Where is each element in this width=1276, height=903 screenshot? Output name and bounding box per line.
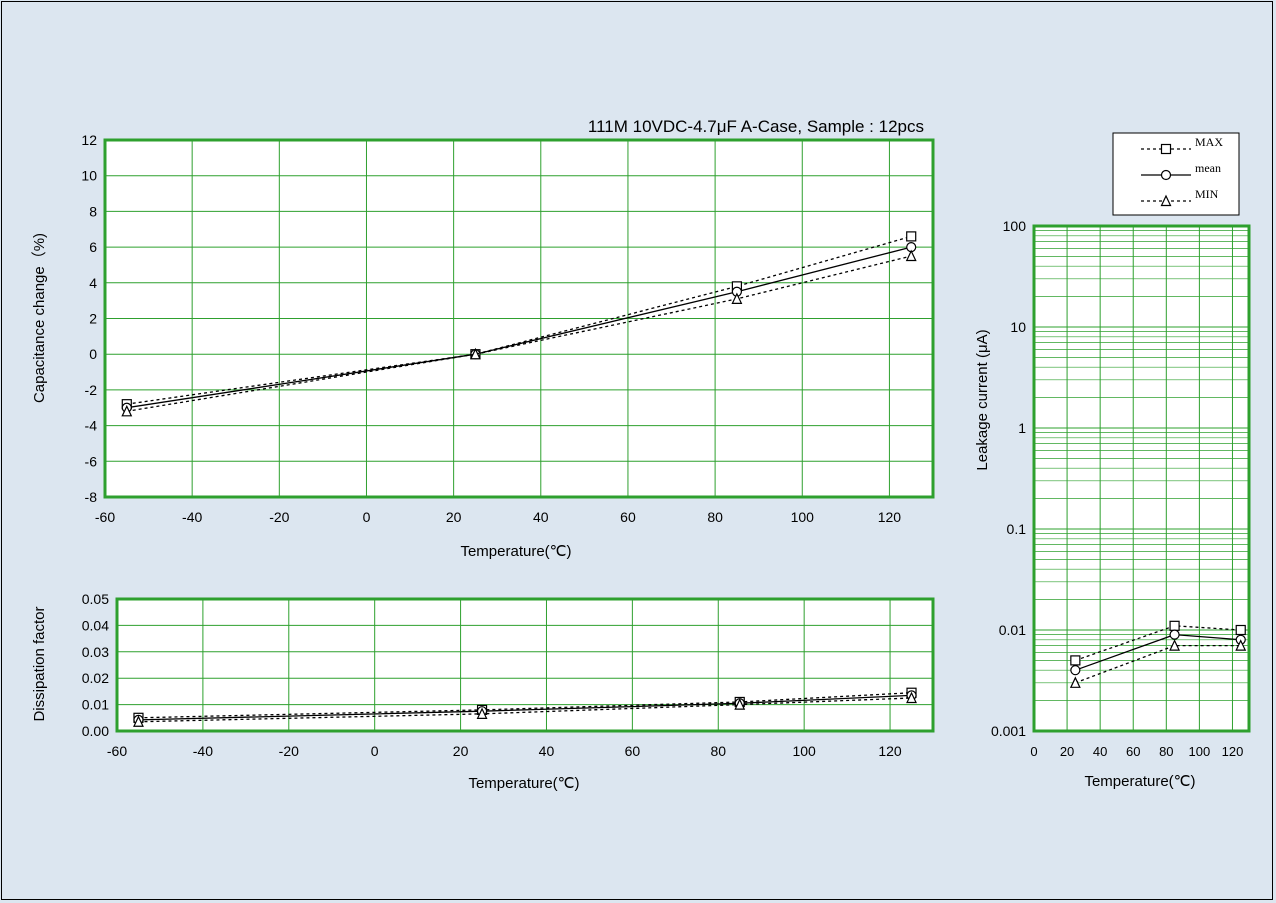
- capacitance-series-min-point: [905, 249, 917, 262]
- capacitance-plot-border: [103, 138, 935, 499]
- dissipation-x-tick-label: 100: [792, 743, 816, 759]
- leakage-series-max-point: [1235, 624, 1246, 636]
- dissipation-series-min-point: [906, 691, 917, 704]
- leakage-y-tick-label: 10: [1010, 319, 1026, 335]
- dissipation-x-tick-label: -60: [107, 743, 127, 759]
- capacitance-x-tick-label: 100: [791, 509, 815, 525]
- leakage-series-max-point: [1070, 655, 1081, 666]
- capacitance-x-tick-label: 120: [878, 509, 902, 525]
- capacitance-y-tick-label: 6: [89, 239, 97, 255]
- capacitance-y-tick-label: 4: [89, 275, 97, 291]
- chart-title: 111M 10VDC-4.7μF A-Case, Sample : 12pcs: [588, 117, 924, 136]
- dissipation-series-min-point: [133, 715, 144, 727]
- leakage-y-tick-label: 0.01: [999, 622, 1026, 638]
- legend-mean-marker: [1160, 169, 1172, 181]
- leakage-x-tick-label: 0: [1030, 744, 1037, 759]
- dissipation-x-tick-label: -20: [279, 743, 299, 759]
- dissipation-y-tick-label: 0.05: [82, 591, 109, 607]
- capacitance-x-axis-label: Temperature(℃): [460, 543, 571, 560]
- capacitance-x-tick-label: 80: [707, 509, 723, 525]
- dissipation-x-tick-label: 120: [878, 743, 902, 759]
- capacitance-chart: 111M 10VDC-4.7μF A-Case, Sample : 12pcs …: [31, 117, 935, 560]
- dissipation-y-axis-label: Dissipation factor: [31, 606, 48, 721]
- capacitance-series-min-point: [469, 347, 481, 360]
- capacitance-x-tick-label: -60: [95, 509, 115, 525]
- leakage-chart: Temperature(℃) Leakage current (μA) 0 20 4…: [974, 218, 1251, 790]
- dissipation-x-tick-label: 80: [710, 743, 726, 759]
- dissipation-series-min-point: [476, 707, 488, 719]
- legend-box: [1112, 132, 1240, 216]
- capacitance-series-mean-line: [126, 246, 912, 409]
- dissipation-plot-area: [117, 599, 933, 731]
- leakage-series-mean-point: [1169, 629, 1180, 640]
- dissipation-x-tick-label: -40: [193, 743, 213, 759]
- capacitance-x-tick-label: 40: [533, 509, 549, 525]
- leakage-x-tick-label: 60: [1126, 744, 1140, 759]
- dissipation-x-axis-label: Temperature(℃): [468, 775, 579, 792]
- legend-min-marker: [1160, 194, 1172, 207]
- capacitance-x-tick-label: -20: [269, 509, 289, 525]
- capacitance-x-tick-label: 0: [363, 509, 371, 525]
- leakage-series-min-point: [1069, 676, 1081, 688]
- leakage-x-tick-label: 20: [1060, 744, 1074, 759]
- capacitance-x-tick-label: 60: [620, 509, 636, 525]
- dissipation-plot-border: [115, 597, 935, 733]
- capacitance-series-max-point: [906, 231, 917, 242]
- capacitance-y-tick-label: -4: [85, 418, 98, 434]
- capacitance-y-tick-label: 10: [81, 168, 97, 184]
- leakage-y-tick-label: 0.1: [1007, 521, 1027, 537]
- capacitance-y-tick-label: 2: [89, 311, 97, 327]
- leakage-series-min-point: [1235, 639, 1247, 651]
- legend-max-label: MAX: [1195, 135, 1223, 149]
- dissipation-x-tick-label: 60: [625, 743, 641, 759]
- dissipation-y-tick-label: 0.04: [82, 617, 109, 633]
- legend-min-label: MIN: [1195, 187, 1219, 201]
- capacitance-x-tick-label: -40: [182, 509, 202, 525]
- leakage-plot-border: [1032, 224, 1251, 733]
- leakage-y-tick-label: 100: [1003, 218, 1027, 234]
- capacitance-y-tick-label: -2: [85, 382, 98, 398]
- capacitance-y-tick-label: 8: [89, 203, 97, 219]
- legend-mean-label: mean: [1195, 161, 1221, 175]
- capacitance-y-tick-label: -6: [85, 453, 98, 469]
- dissipation-x-tick-label: 20: [453, 743, 469, 759]
- leakage-series-min-line: [1075, 644, 1241, 684]
- capacitance-y-tick-label: -8: [85, 489, 98, 505]
- leakage-series-min-point: [1169, 639, 1181, 651]
- capacitance-y-axis-label: Capacitance change（%): [31, 233, 48, 403]
- leakage-y-tick-label: 0.001: [991, 723, 1026, 739]
- leakage-y-axis-label: Leakage current (μA): [974, 329, 991, 470]
- dissipation-y-tick-label: 0.00: [82, 723, 109, 739]
- leakage-x-tick-label: 80: [1159, 744, 1173, 759]
- capacitance-series-max-line: [126, 235, 912, 405]
- legend: MAX mean MIN: [1112, 132, 1240, 216]
- legend-max-marker: [1160, 143, 1172, 155]
- capacitance-series-min-point: [121, 404, 133, 417]
- leakage-x-tick-label: 40: [1093, 744, 1107, 759]
- dissipation-x-tick-label: 0: [371, 743, 379, 759]
- leakage-series-max-point: [1169, 620, 1180, 631]
- dissipation-x-tick-label: 40: [539, 743, 555, 759]
- dissipation-y-tick-label: 0.02: [82, 670, 109, 686]
- capacitance-series-min-line: [126, 255, 912, 412]
- dissipation-y-tick-label: 0.01: [82, 697, 109, 713]
- leakage-series-mean-point: [1070, 665, 1081, 676]
- capacitance-y-tick-label: 0: [89, 346, 97, 362]
- leakage-x-axis-label: Temperature(℃): [1084, 773, 1195, 790]
- dissipation-series-mean-line: [138, 694, 912, 721]
- capacitance-y-tick-label: 12: [81, 132, 97, 148]
- leakage-x-tick-label: 100: [1189, 744, 1211, 759]
- leakage-y-tick-label: 1: [1018, 420, 1026, 436]
- leakage-x-tick-label: 120: [1222, 744, 1244, 759]
- dissipation-y-tick-label: 0.03: [82, 644, 109, 660]
- dissipation-series-min-point: [734, 698, 746, 710]
- capacitance-x-tick-label: 20: [446, 509, 462, 525]
- capacitance-series-min-point: [731, 292, 743, 304]
- dissipation-chart: Temperature(℃) Dissipation factor -60 -40…: [31, 591, 935, 792]
- leakage-plot-area: [1034, 226, 1249, 731]
